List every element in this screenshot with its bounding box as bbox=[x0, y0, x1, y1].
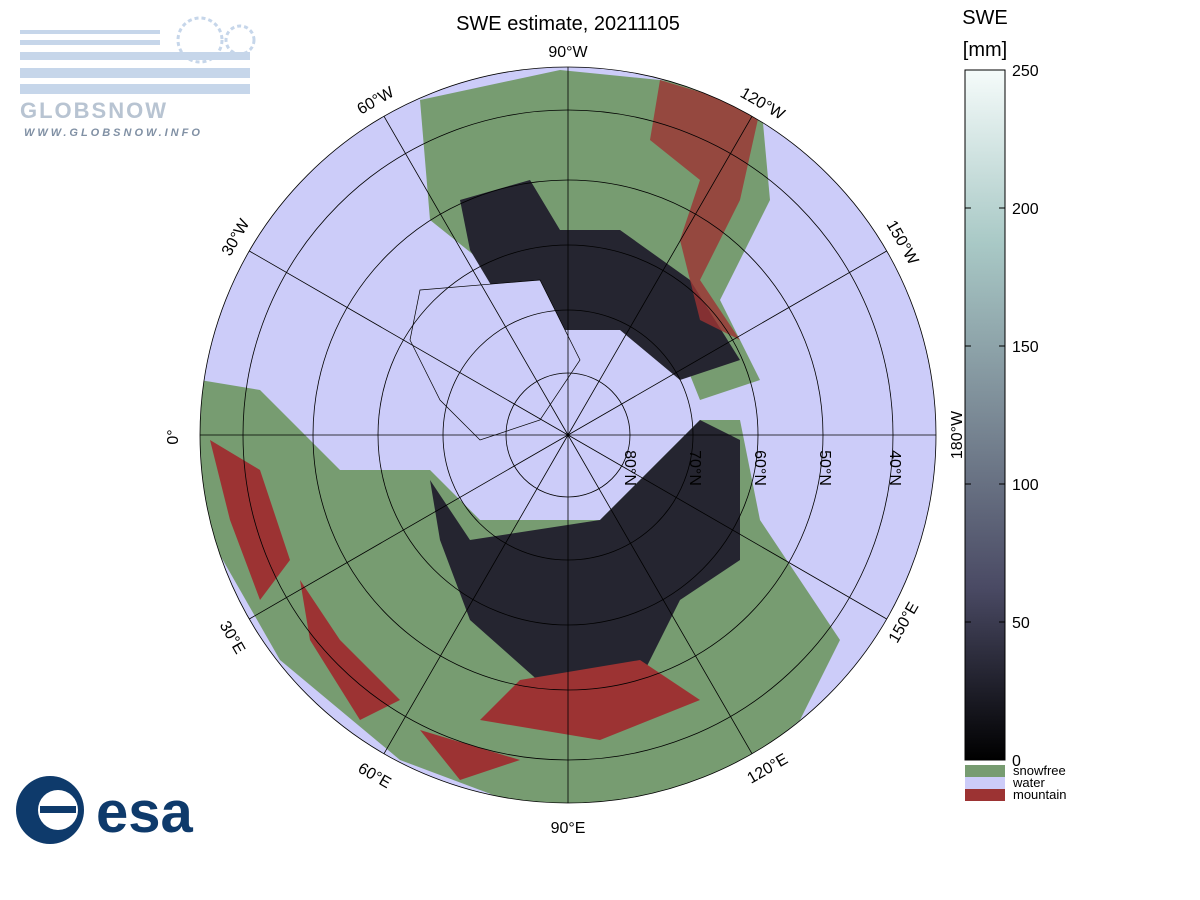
colorbar-title: SWE bbox=[962, 7, 1008, 29]
colorbar-tick-label: 0 bbox=[1012, 753, 1021, 770]
meridian bbox=[249, 250, 569, 436]
esa-text: esa bbox=[96, 780, 194, 845]
colorbar-tick-label: 50 bbox=[1012, 615, 1030, 632]
colorbar-ticks: 0 50 100 150 200 250 bbox=[965, 63, 1039, 770]
meridian bbox=[383, 116, 569, 436]
colorbar-unit: [mm] bbox=[963, 39, 1007, 61]
colorbar-tick-label: 200 bbox=[1012, 201, 1039, 218]
map-title: SWE estimate, 20211105 bbox=[456, 13, 680, 35]
lon-label: 120°E bbox=[745, 751, 791, 788]
colorbar-tick-label: 150 bbox=[1012, 339, 1039, 356]
lon-label: 0° bbox=[165, 429, 182, 444]
lon-label: 60°E bbox=[355, 760, 394, 792]
logo-text: GLOBSNOW bbox=[20, 98, 168, 123]
lon-label: 90°E bbox=[551, 820, 586, 837]
legend-swatch bbox=[965, 789, 1005, 801]
legend-label: water bbox=[1012, 775, 1045, 790]
lat-label: 40°N bbox=[886, 450, 903, 486]
meridian bbox=[567, 250, 887, 436]
graticule bbox=[199, 66, 937, 804]
colorbar bbox=[964, 69, 1006, 761]
esa-logo: esa bbox=[16, 776, 194, 845]
meridian bbox=[567, 434, 753, 754]
meridian bbox=[567, 434, 887, 620]
meridian bbox=[567, 116, 753, 436]
legend-swatch bbox=[965, 777, 1005, 789]
lon-label: 90°W bbox=[548, 44, 588, 61]
lat-label: 80°N bbox=[621, 450, 638, 486]
lon-label: 180°W bbox=[949, 410, 966, 459]
lon-label: 30°E bbox=[216, 618, 248, 657]
latitude-labels: 80°N 70°N 60°N 50°N 40°N bbox=[621, 450, 903, 486]
lat-label: 70°N bbox=[686, 450, 703, 486]
legend-label: mountain bbox=[1013, 787, 1066, 802]
colorbar-tick-label: 250 bbox=[1012, 63, 1039, 80]
globsnow-logo: GLOBSNOW WWW.GLOBSNOW.INFO bbox=[20, 16, 256, 139]
meridian bbox=[383, 434, 569, 754]
lat-label: 60°N bbox=[751, 450, 768, 486]
lat-label: 50°N bbox=[816, 450, 833, 486]
legend-label: snowfree bbox=[1013, 763, 1066, 778]
legend-swatch bbox=[965, 765, 1005, 777]
logo-url: WWW.GLOBSNOW.INFO bbox=[24, 127, 203, 139]
meridian bbox=[249, 434, 569, 620]
colorbar-tick-label: 100 bbox=[1012, 477, 1039, 494]
